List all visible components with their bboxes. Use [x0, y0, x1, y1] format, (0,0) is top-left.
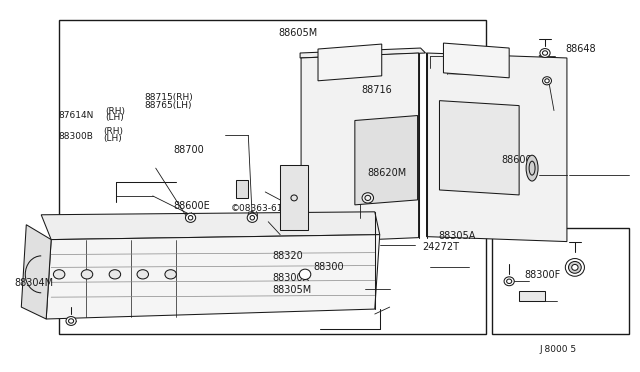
Ellipse shape	[300, 269, 311, 279]
Ellipse shape	[568, 262, 581, 273]
Text: 88300B: 88300B	[59, 132, 93, 141]
Polygon shape	[355, 116, 417, 205]
Text: 88700: 88700	[173, 145, 204, 155]
Text: 88304M: 88304M	[14, 278, 53, 288]
Text: J 8000 5: J 8000 5	[540, 345, 577, 354]
Bar	[519, 291, 545, 301]
Ellipse shape	[362, 193, 374, 203]
Polygon shape	[21, 225, 51, 319]
Text: (LH): (LH)	[105, 113, 124, 122]
Ellipse shape	[526, 155, 538, 181]
Text: 87614N: 87614N	[59, 111, 94, 121]
Polygon shape	[426, 53, 567, 241]
Bar	[492, 228, 629, 334]
Ellipse shape	[540, 49, 550, 57]
Ellipse shape	[66, 317, 76, 326]
Ellipse shape	[81, 270, 93, 279]
Polygon shape	[444, 43, 509, 78]
Text: 88716: 88716	[362, 85, 392, 95]
Polygon shape	[300, 48, 426, 58]
Ellipse shape	[565, 259, 584, 276]
Text: (RH): (RH)	[105, 106, 125, 116]
Bar	[280, 165, 308, 230]
Text: 88600E: 88600E	[173, 201, 210, 211]
Text: 88300F: 88300F	[524, 270, 560, 280]
Text: (2): (2)	[246, 211, 259, 220]
Text: (RH): (RH)	[103, 127, 124, 136]
Text: 88765(LH): 88765(LH)	[145, 101, 192, 110]
Bar	[59, 20, 486, 334]
Text: 88305A: 88305A	[438, 231, 476, 241]
Text: 88605M: 88605M	[278, 28, 318, 38]
Bar	[236, 180, 248, 198]
Ellipse shape	[572, 264, 578, 270]
Text: ©08363-61248: ©08363-61248	[231, 203, 300, 213]
Text: 88300: 88300	[314, 262, 344, 272]
Text: 88300X: 88300X	[272, 273, 310, 283]
Ellipse shape	[53, 270, 65, 279]
Text: (LH): (LH)	[103, 134, 122, 142]
Text: 88648: 88648	[565, 44, 596, 54]
Polygon shape	[318, 44, 381, 81]
Polygon shape	[440, 101, 519, 195]
Ellipse shape	[165, 270, 177, 279]
Ellipse shape	[543, 77, 552, 85]
Ellipse shape	[137, 270, 148, 279]
Text: 88320: 88320	[272, 251, 303, 261]
Ellipse shape	[186, 213, 196, 222]
Text: 88715(RH): 88715(RH)	[145, 93, 193, 102]
Polygon shape	[301, 53, 419, 243]
Polygon shape	[41, 212, 380, 240]
Ellipse shape	[247, 213, 257, 222]
Ellipse shape	[504, 277, 515, 286]
Ellipse shape	[109, 270, 120, 279]
Text: 24272T: 24272T	[422, 242, 459, 252]
Polygon shape	[46, 235, 380, 319]
Text: 88600: 88600	[502, 155, 532, 165]
Text: 88620M: 88620M	[368, 168, 407, 178]
Text: 88305M: 88305M	[272, 285, 312, 295]
